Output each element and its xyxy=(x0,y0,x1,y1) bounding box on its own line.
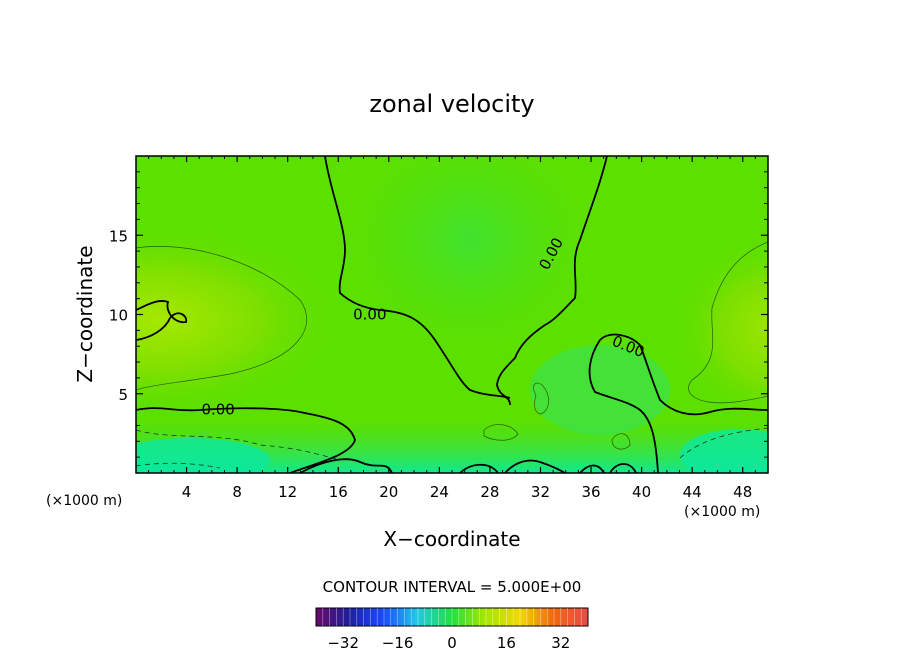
y-axis-label: Z−coordinate xyxy=(73,245,97,382)
x-tick-label: 44 xyxy=(683,483,702,501)
chart-title: zonal velocity xyxy=(369,90,534,118)
x-tick-label: 24 xyxy=(430,483,449,501)
y-tick-label: 10 xyxy=(109,307,128,325)
x-tick-label: 28 xyxy=(480,483,499,501)
x-unit-right: (×1000 m) xyxy=(684,504,760,520)
heatmap-field xyxy=(136,156,768,473)
colorbar-ticks: −32 −16 0 16 32 xyxy=(327,634,570,652)
x-axis-label: X−coordinate xyxy=(383,527,520,551)
contour-interval-label: CONTOUR INTERVAL = 5.000E+00 xyxy=(323,578,582,596)
x-axis-ticks: 4 8 12 16 20 24 28 32 36 40 44 48 xyxy=(148,156,756,501)
colorbar-tick-label: 0 xyxy=(447,634,457,652)
x-tick-label: 48 xyxy=(733,483,752,501)
colorbar-tick-label: −16 xyxy=(382,634,414,652)
x-tick-label: 32 xyxy=(531,483,550,501)
x-tick-label: 4 xyxy=(182,483,192,501)
y-tick-label: 15 xyxy=(109,227,128,245)
x-tick-label: 20 xyxy=(379,483,398,501)
x-tick-label: 16 xyxy=(329,483,348,501)
x-tick-label: 40 xyxy=(632,483,651,501)
colorbar-tick-label: −32 xyxy=(327,634,359,652)
y-tick-label: 5 xyxy=(118,386,128,404)
x-tick-label: 8 xyxy=(232,483,242,501)
contour-label: 0.00 xyxy=(201,401,234,419)
y-axis-ticks: 5 10 15 xyxy=(109,171,768,458)
contour-labels: 0.000.000.000.00 xyxy=(201,235,647,419)
x-tick-label: 36 xyxy=(581,483,600,501)
colorbar-tick-label: 32 xyxy=(551,634,570,652)
colorbar-stripes xyxy=(322,608,582,626)
colorbar-tick-label: 16 xyxy=(497,634,516,652)
contour-label: 0.00 xyxy=(353,306,386,324)
x-tick-label: 12 xyxy=(278,483,297,501)
x-unit-left: (×1000 m) xyxy=(46,493,122,509)
